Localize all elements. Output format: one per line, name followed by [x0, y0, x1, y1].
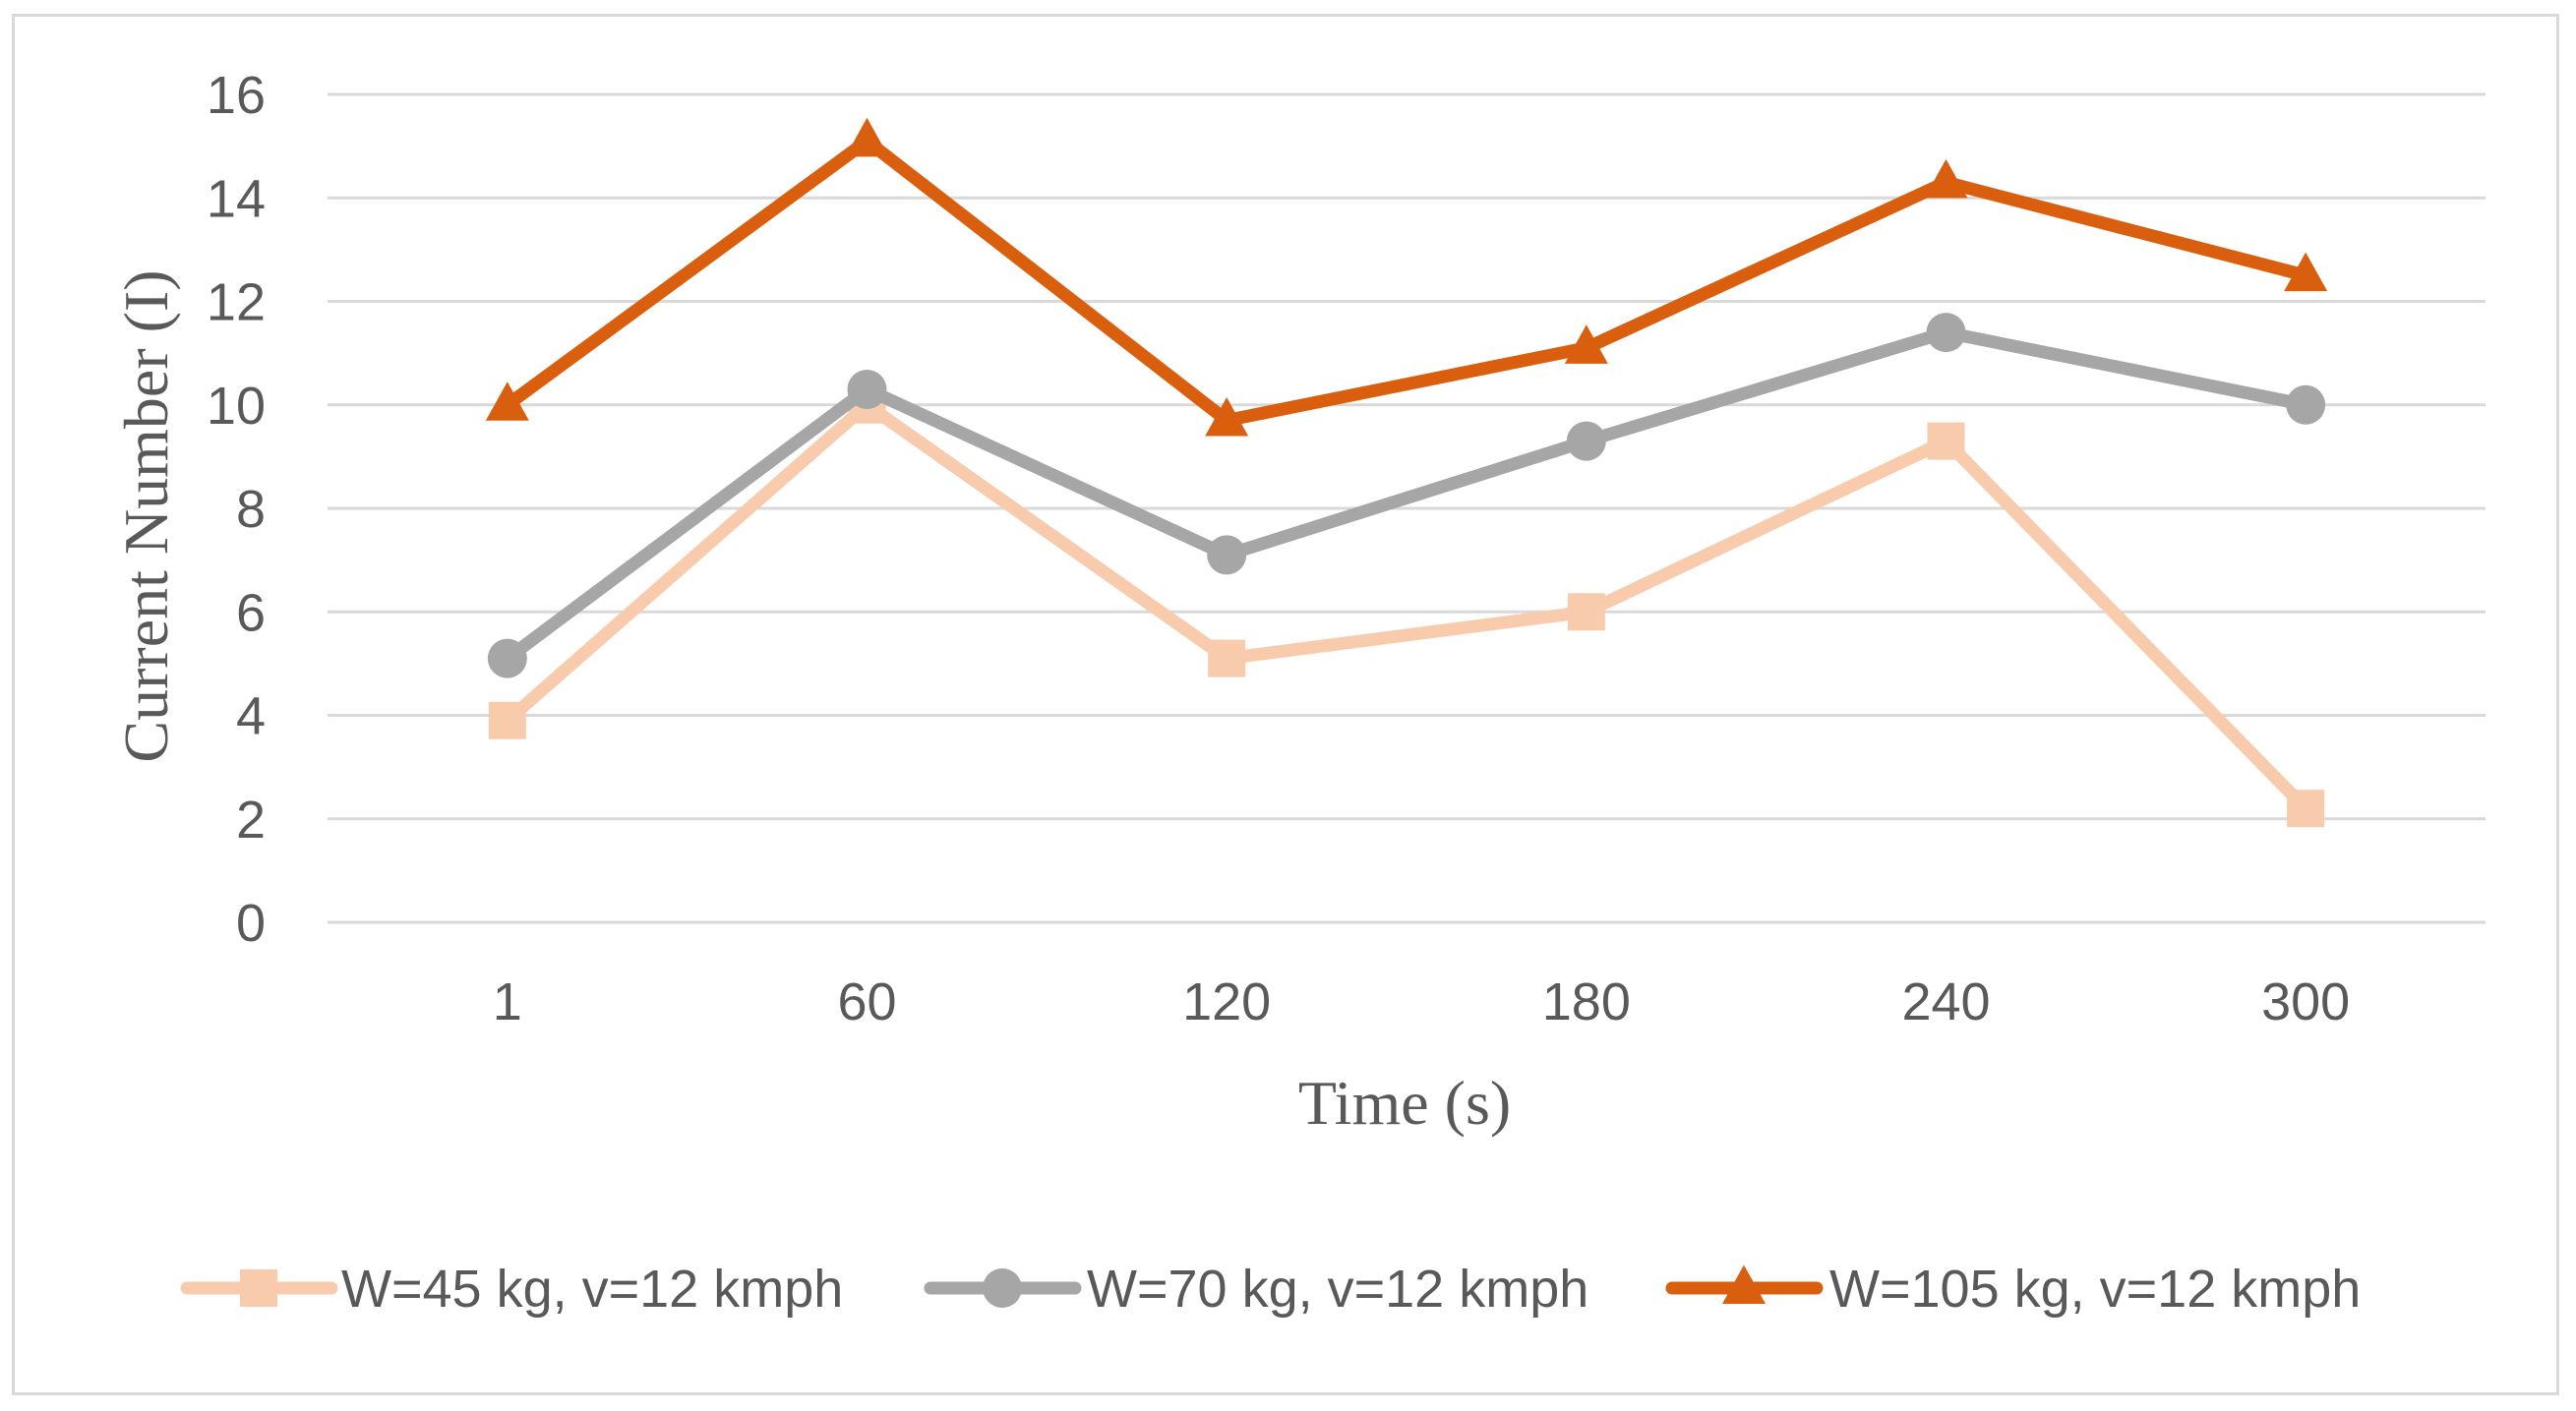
data-point [2287, 790, 2325, 828]
x-tick-label: 240 [1901, 972, 1990, 1031]
x-tick-label: 180 [1542, 972, 1631, 1031]
legend-item: W=45 kg, v=12 kmph [180, 1260, 843, 1319]
series-group [485, 117, 2328, 828]
x-tick-label: 1 [493, 972, 522, 1031]
legend-marker [983, 1268, 1022, 1308]
x-tick-label: 120 [1182, 972, 1271, 1031]
data-point [1564, 324, 1608, 364]
data-point [847, 369, 887, 409]
y-axis-ticks: 0 2 4 6 8 10 12 14 16 [207, 66, 266, 953]
data-point [1924, 158, 1968, 199]
x-tick-label: 300 [2261, 972, 2350, 1031]
y-tick-label: 4 [236, 687, 266, 746]
y-tick-label: 0 [236, 894, 266, 953]
legend-marker [1722, 1264, 1766, 1304]
x-axis-ticks: 1 60 120 180 240 300 [493, 972, 2350, 1031]
legend-item: W=70 kg, v=12 kmph [924, 1260, 1588, 1319]
data-point [2286, 384, 2326, 425]
series-1 [488, 385, 2325, 828]
data-point [487, 638, 527, 678]
data-point [2284, 252, 2328, 292]
series-line [501, 398, 2312, 815]
data-point [1926, 313, 1966, 353]
gridlines [328, 92, 2486, 924]
y-axis-title: Current Number (I) [111, 269, 181, 762]
chart-frame [12, 14, 2559, 1395]
series-2 [487, 313, 2326, 678]
data-point [1207, 535, 1247, 575]
x-axis-title: Time (s) [1298, 1068, 1511, 1138]
data-point [1927, 422, 1965, 460]
y-tick-label: 14 [207, 169, 266, 228]
y-tick-label: 10 [207, 377, 266, 436]
data-point [488, 701, 526, 739]
data-point [1567, 593, 1605, 631]
legend-marker [240, 1269, 277, 1307]
data-point [845, 117, 889, 157]
legend-item: W=105 kg, v=12 kmph [1665, 1260, 2361, 1319]
data-point [1208, 639, 1246, 677]
y-tick-label: 12 [207, 273, 266, 332]
y-tick-label: 8 [236, 480, 266, 539]
y-tick-label: 6 [236, 583, 266, 642]
series-3 [485, 117, 2328, 437]
data-point [1205, 396, 1249, 437]
y-tick-label: 2 [236, 791, 266, 850]
y-tick-label: 16 [207, 66, 266, 125]
legend: W=45 kg, v=12 kmph W=70 kg, v=12 kmph W=10… [180, 1260, 2361, 1319]
legend-label: W=70 kg, v=12 kmph [1087, 1260, 1588, 1319]
x-tick-label: 60 [837, 972, 896, 1031]
legend-label: W=45 kg, v=12 kmph [341, 1260, 843, 1319]
data-point [485, 382, 529, 421]
series-line [501, 134, 2312, 428]
series-line [501, 325, 2312, 666]
data-point [1566, 421, 1606, 461]
legend-label: W=105 kg, v=12 kmph [1829, 1260, 2361, 1319]
